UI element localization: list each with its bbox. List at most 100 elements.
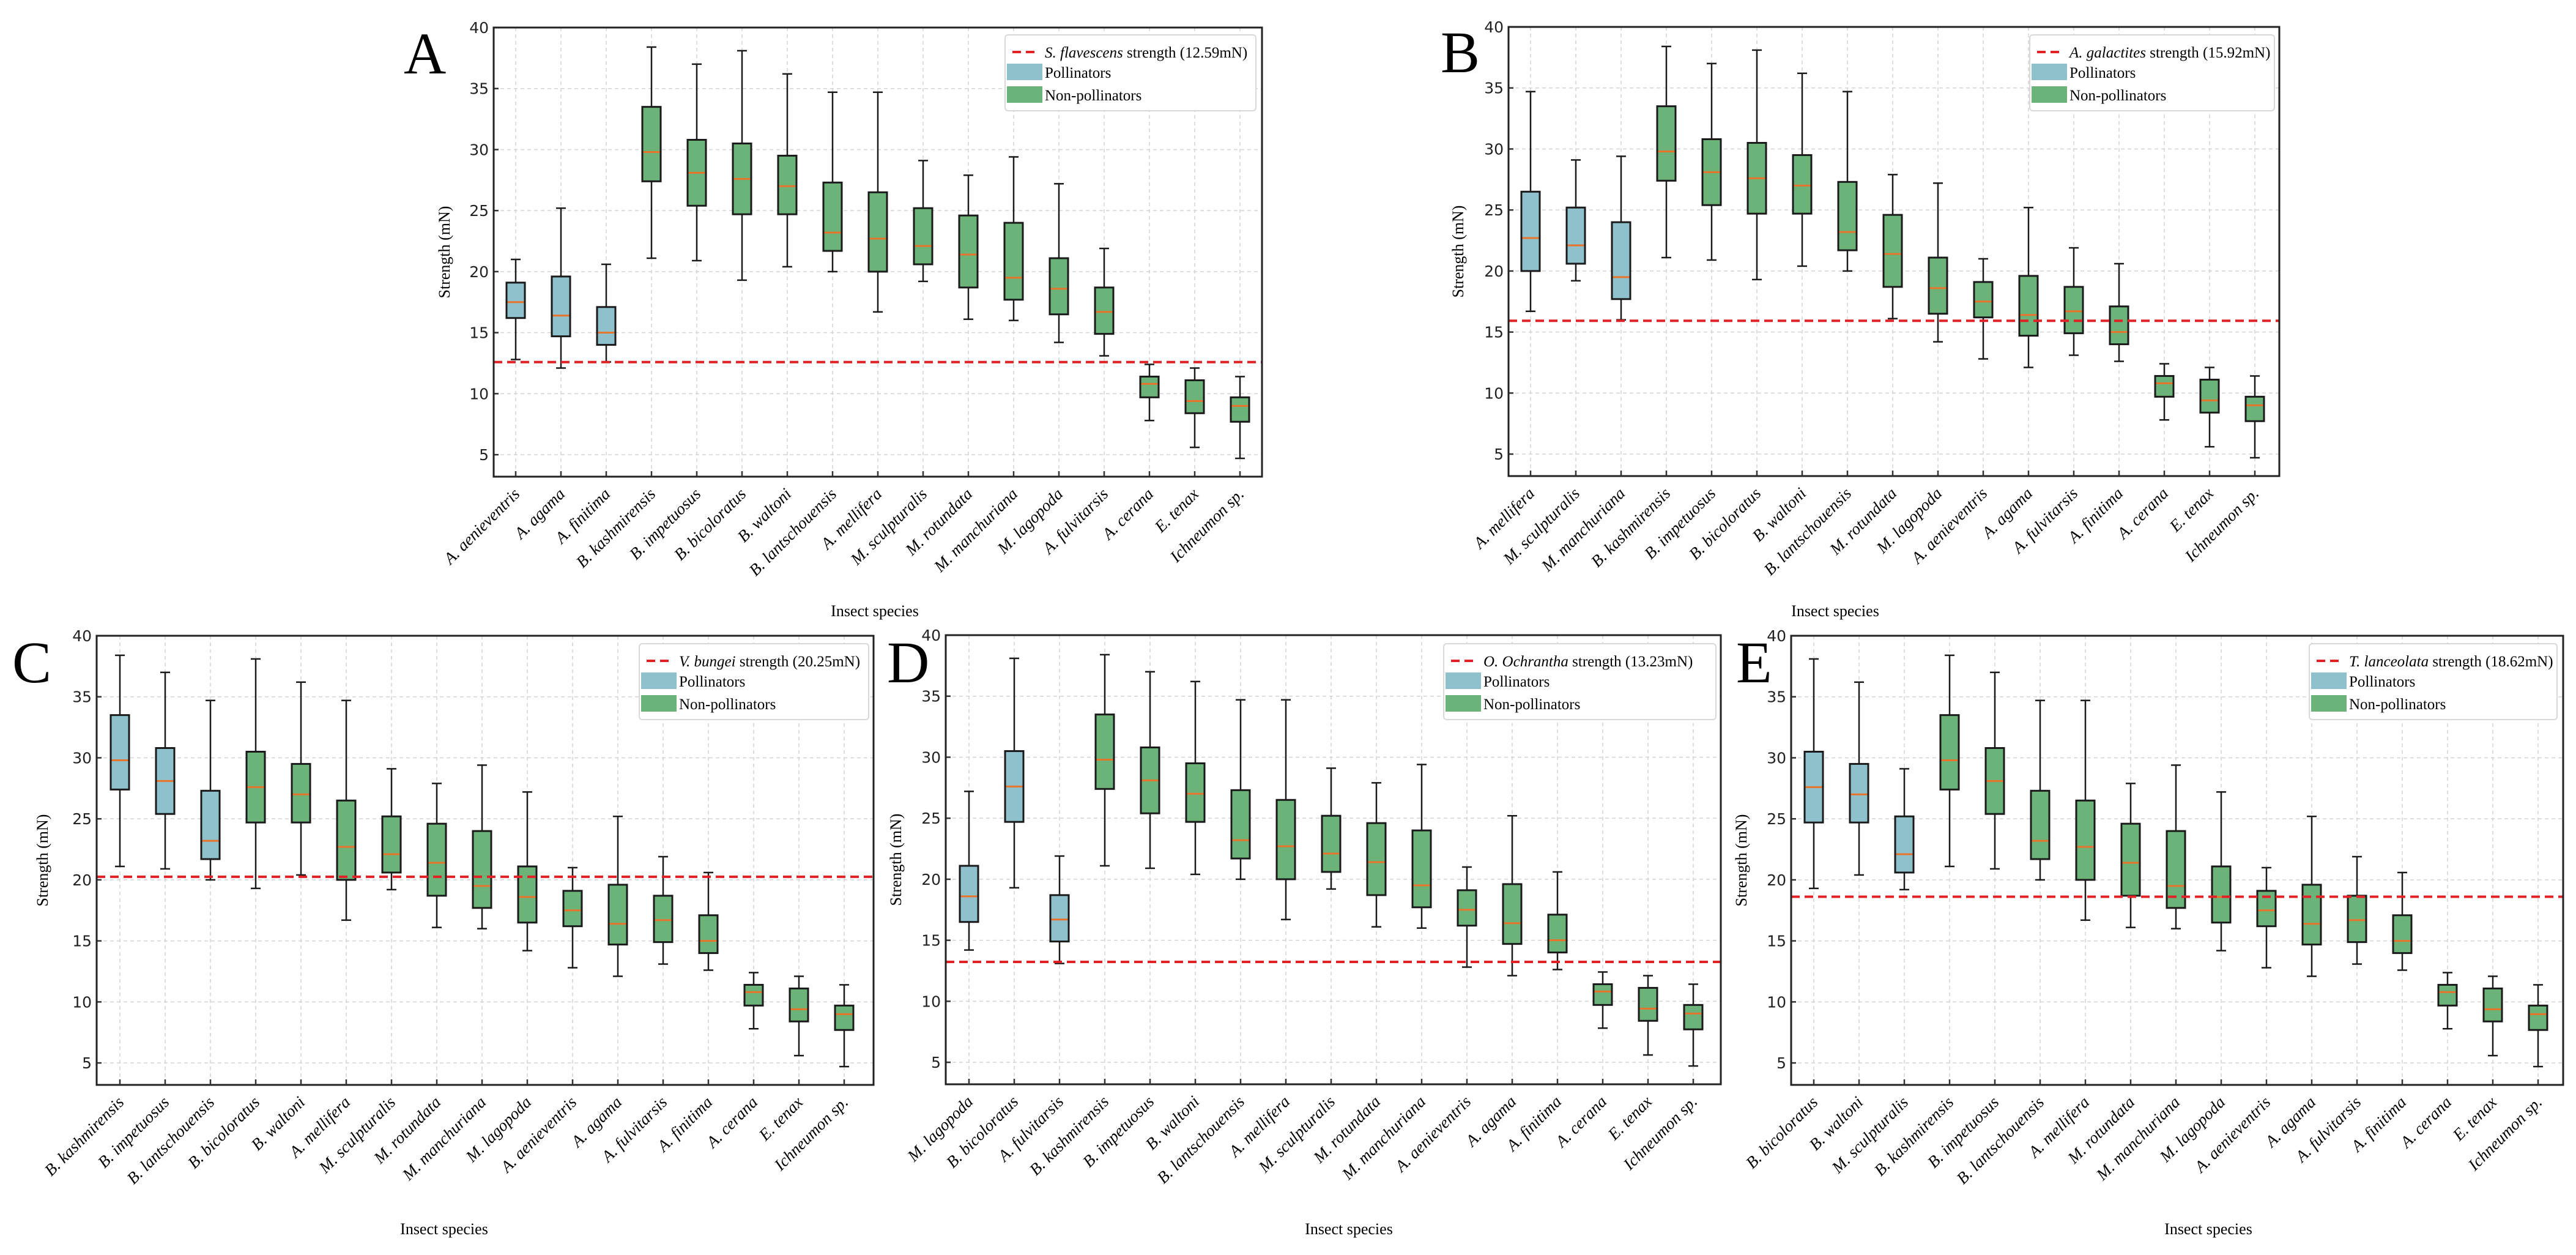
box-non-pollinator (291, 762, 311, 824)
box-m-sculpturalis (913, 160, 934, 283)
legend-threshold-suffix: strength (20.25mN) (736, 654, 860, 670)
box-non-pollinator (381, 815, 402, 874)
y-tick-label: 40 (921, 627, 941, 644)
box-non-pollinator (743, 983, 764, 1007)
legend-threshold-species: S. flavescens (1045, 45, 1123, 61)
y-tick-label: 20 (1767, 871, 1786, 889)
box-non-pollinator (653, 895, 674, 944)
box-non-pollinator (2199, 378, 2220, 414)
y-tick-label: 25 (1484, 201, 1504, 219)
x-tick-label: B. kashmirensis (41, 1093, 127, 1179)
x-axis-title: Insect species (2164, 1220, 2252, 1238)
legend-pollinator-swatch (641, 672, 677, 689)
box-non-pollinator (1411, 829, 1432, 909)
box-a-agama (607, 815, 628, 977)
box-m-lagopoda (517, 791, 538, 951)
box-pollinator (551, 275, 571, 338)
box-e-tenax (789, 975, 809, 1057)
box-a-finitima (2109, 263, 2129, 362)
box-non-pollinator (2075, 799, 2096, 881)
legend-frame (639, 643, 869, 720)
legend-frame (2309, 643, 2558, 720)
legend-frame (1004, 34, 1256, 111)
box-m-rotundata (1882, 174, 1903, 319)
box-b-lantschouensis (1230, 699, 1251, 881)
box-pollinator (1894, 815, 1915, 874)
axes-frame (1507, 26, 2281, 477)
y-tick-label: 5 (479, 446, 489, 464)
legend-threshold-species: V. bungei (679, 654, 736, 670)
box-m-manchuriana (1411, 764, 1432, 929)
box-non-pollinator (641, 106, 662, 182)
box-m-lagopoda (959, 791, 979, 951)
y-tick-label: 25 (469, 202, 489, 220)
box-non-pollinator (517, 865, 538, 924)
legend-pollinator-swatch (1446, 672, 1481, 689)
box-non-pollinator (2482, 987, 2503, 1022)
box-non-pollinator (1003, 222, 1024, 301)
box-non-pollinator (1792, 154, 1813, 215)
box-non-pollinator (1094, 713, 1115, 790)
legend: V. bungei strength (20.25mN) Pollinators N… (639, 643, 869, 720)
legend-threshold-label: O. Ochrantha strength (13.23mN) (1483, 654, 1693, 670)
legend-threshold-species: A. galactites (2068, 45, 2146, 61)
legend-pollinator-label: Pollinators (1045, 65, 1111, 81)
box-non-pollinator (1683, 1004, 1704, 1030)
y-tick-label: 10 (1484, 384, 1504, 402)
box-a-mellifera (336, 699, 357, 921)
legend-threshold-suffix: strength (18.62mN) (2429, 654, 2553, 670)
box-non-pollinator (1547, 914, 1568, 954)
box-non-pollinator (2244, 395, 2265, 422)
box-pollinator (109, 714, 130, 791)
box-non-pollinator (562, 890, 583, 928)
box-b-waltoni (291, 681, 311, 876)
box-b-impetuosus (1701, 62, 1722, 261)
y-tick-label: 10 (921, 992, 941, 1010)
legend-frame (1443, 643, 1717, 720)
box-a-agama (551, 207, 571, 369)
box-pollinator (200, 789, 221, 860)
y-tick-label: 5 (82, 1054, 92, 1072)
y-tick-label: 10 (469, 385, 489, 403)
x-axis-title: Insect species (400, 1220, 488, 1238)
box-m-sculpturalis (1565, 159, 1586, 282)
box-non-pollinator (1502, 883, 1523, 945)
box-non-pollinator (1184, 379, 1205, 414)
box-a-finitima (698, 871, 719, 971)
box-a-cerana (1139, 363, 1160, 422)
box-m-manchuriana (2166, 764, 2186, 929)
y-tick-label: 35 (1484, 80, 1504, 97)
box-a-mellifera (1520, 91, 1541, 312)
box-pollinator (1049, 894, 1070, 943)
box-b-bicoloratus (732, 50, 752, 281)
legend-non-pollinator-swatch (641, 695, 677, 712)
y-tick-label: 15 (1767, 933, 1786, 950)
box-pollinator (505, 281, 526, 319)
box-a-mellifera (867, 91, 888, 313)
legend-threshold-label: A. galactites strength (15.92mN) (2068, 45, 2270, 61)
y-tick-label: 25 (1767, 810, 1786, 828)
y-tick-label: 10 (72, 993, 92, 1011)
box-a-aenieventris (2256, 866, 2277, 969)
box-pollinator (1565, 206, 1586, 265)
y-axis-title: Strength (mN) (1732, 814, 1750, 907)
box-a-cerana (743, 972, 764, 1030)
box-non-pollinator (2154, 374, 2175, 398)
box-non-pollinator (2347, 895, 2367, 944)
legend-frame (2029, 34, 2275, 111)
box-a-finitima (1547, 871, 1568, 970)
x-axis-title: Insect species (1305, 1220, 1393, 1238)
legend-threshold-suffix: strength (13.23mN) (1568, 654, 1693, 670)
box-m-sculpturalis (381, 768, 402, 891)
legend-non-pollinator-swatch (2032, 86, 2067, 103)
panel-letter: D (887, 630, 929, 695)
box-non-pollinator (789, 987, 809, 1022)
box-non-pollinator (834, 1004, 855, 1031)
y-tick-label: 30 (1767, 749, 1786, 767)
y-tick-label: 15 (1484, 324, 1504, 341)
panel-letter: E (1736, 630, 1772, 695)
y-tick-label: 15 (469, 324, 489, 342)
y-axis-title: Strength (mN) (887, 814, 905, 906)
